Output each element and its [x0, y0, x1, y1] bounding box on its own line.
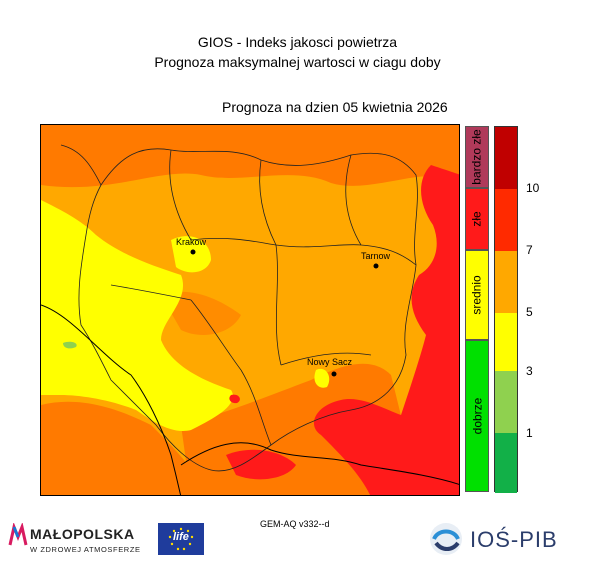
legend-category-dobrze: dobrze	[465, 340, 489, 492]
area-yellow-west	[41, 200, 233, 431]
model-version: GEM-AQ v332--d	[260, 519, 330, 529]
national-border	[41, 304, 182, 495]
scale-band	[495, 189, 517, 251]
legend-category-srednio: srednio	[465, 250, 489, 340]
eu-stars-icon	[168, 527, 194, 551]
scale-band	[495, 127, 517, 189]
legend-category-label: srednio	[470, 275, 485, 315]
ios-pib-logo: IOŚ-PIB	[428, 521, 557, 562]
scale-band	[495, 371, 517, 433]
scale-tick: 1	[526, 426, 533, 440]
scale-band	[495, 251, 517, 313]
area-red-east	[313, 165, 459, 495]
city-marker-krakow	[190, 249, 196, 255]
city-marker-tarnow	[373, 263, 379, 269]
ios-pib-name: IOŚ-PIB	[470, 527, 558, 552]
main-title: GIOS - Indeks jakosci powietrza	[197, 34, 398, 50]
scale-tick: 3	[526, 364, 533, 378]
city-label-tarnow: Tarnow	[361, 251, 391, 261]
scale-tick: 7	[526, 243, 533, 257]
area-yellow-krakow	[171, 236, 211, 273]
southern-border	[180, 442, 459, 485]
scale-tick: 5	[526, 305, 533, 319]
area-dark-orange-north	[41, 125, 459, 188]
eu-life-logo: life	[158, 523, 204, 555]
county-boundaries	[60, 144, 418, 472]
scale-tick: 10	[526, 181, 540, 195]
area-green-small	[63, 341, 77, 349]
legend-category-label: dobrze	[470, 397, 485, 435]
legend-category-bardzo-zle: bardzo złe	[465, 126, 489, 188]
eu-life-text: life	[173, 531, 189, 543]
subtitle: Prognoza maksymalnej wartosci w ciagu do…	[154, 54, 441, 70]
scale-band	[495, 433, 517, 493]
legend-category-label: złe	[470, 211, 484, 227]
forecast-date: Prognoza na dzien 05 kwietnia 2026	[222, 99, 448, 115]
legend-category-label: bardzo złe	[470, 129, 484, 185]
city-label-nowy-sacz: Nowy Sacz	[307, 357, 353, 367]
malopolska-subtitle: W ZDROWEJ ATMOSFERZE	[30, 545, 141, 554]
ios-pib-icon	[430, 523, 462, 555]
city-marker-nowy-sacz	[331, 371, 337, 377]
scale-band	[495, 313, 517, 371]
malopolska-logo: MAŁOPOLSKA W ZDROWEJ ATMOSFERZE	[8, 521, 140, 554]
area-yellow-small	[314, 368, 330, 388]
color-scale	[494, 126, 518, 493]
area-red-small	[229, 394, 240, 404]
area-dark-orange-southwest	[41, 401, 210, 495]
legend-category-zle: złe	[465, 188, 489, 250]
area-red-southcenter	[226, 449, 296, 480]
malopolska-icon	[8, 521, 28, 546]
forecast-map: Krakow Tarnow Nowy Sacz	[40, 124, 460, 496]
city-label-krakow: Krakow	[176, 237, 207, 247]
malopolska-name: MAŁOPOLSKA	[30, 526, 135, 542]
